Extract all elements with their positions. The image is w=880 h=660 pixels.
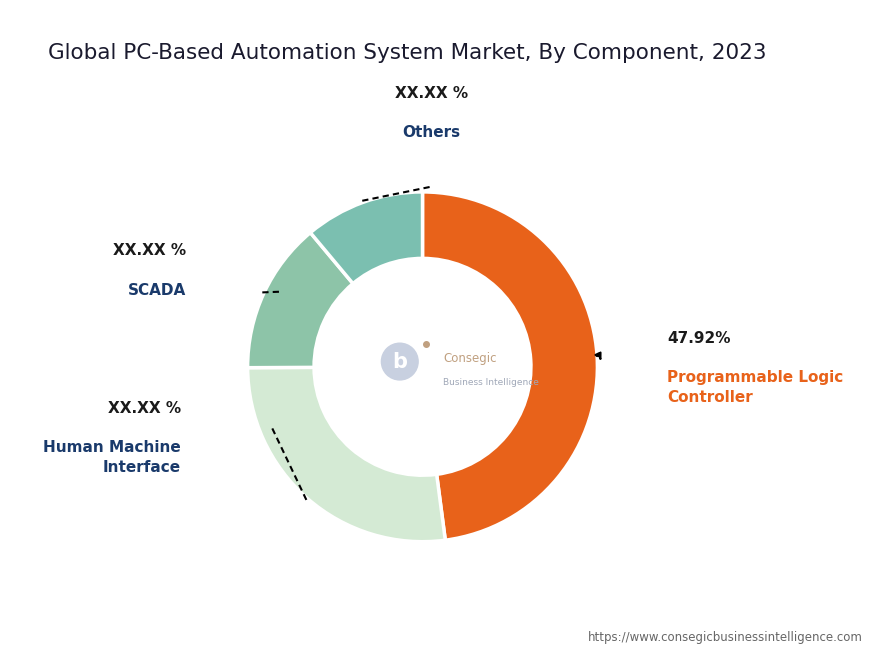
Text: Others: Others [402, 125, 460, 141]
Text: Global PC-Based Automation System Market, By Component, 2023: Global PC-Based Automation System Market… [48, 43, 766, 63]
Text: https://www.consegicbusinessintelligence.com: https://www.consegicbusinessintelligence… [588, 630, 862, 644]
Text: b: b [392, 352, 407, 372]
Wedge shape [247, 368, 445, 542]
Text: Business Intelligence: Business Intelligence [444, 378, 539, 387]
Text: SCADA: SCADA [128, 283, 187, 298]
Text: XX.XX %: XX.XX % [395, 86, 468, 101]
Text: Consegic: Consegic [444, 352, 497, 364]
Text: XX.XX %: XX.XX % [108, 401, 181, 416]
Wedge shape [311, 192, 422, 284]
Text: Human Machine
Interface: Human Machine Interface [43, 440, 181, 475]
Wedge shape [422, 192, 598, 540]
Text: XX.XX %: XX.XX % [114, 244, 187, 258]
Circle shape [381, 343, 418, 380]
Text: 47.92%: 47.92% [667, 331, 731, 346]
Text: Programmable Logic
Controller: Programmable Logic Controller [667, 370, 844, 405]
Wedge shape [247, 232, 353, 368]
